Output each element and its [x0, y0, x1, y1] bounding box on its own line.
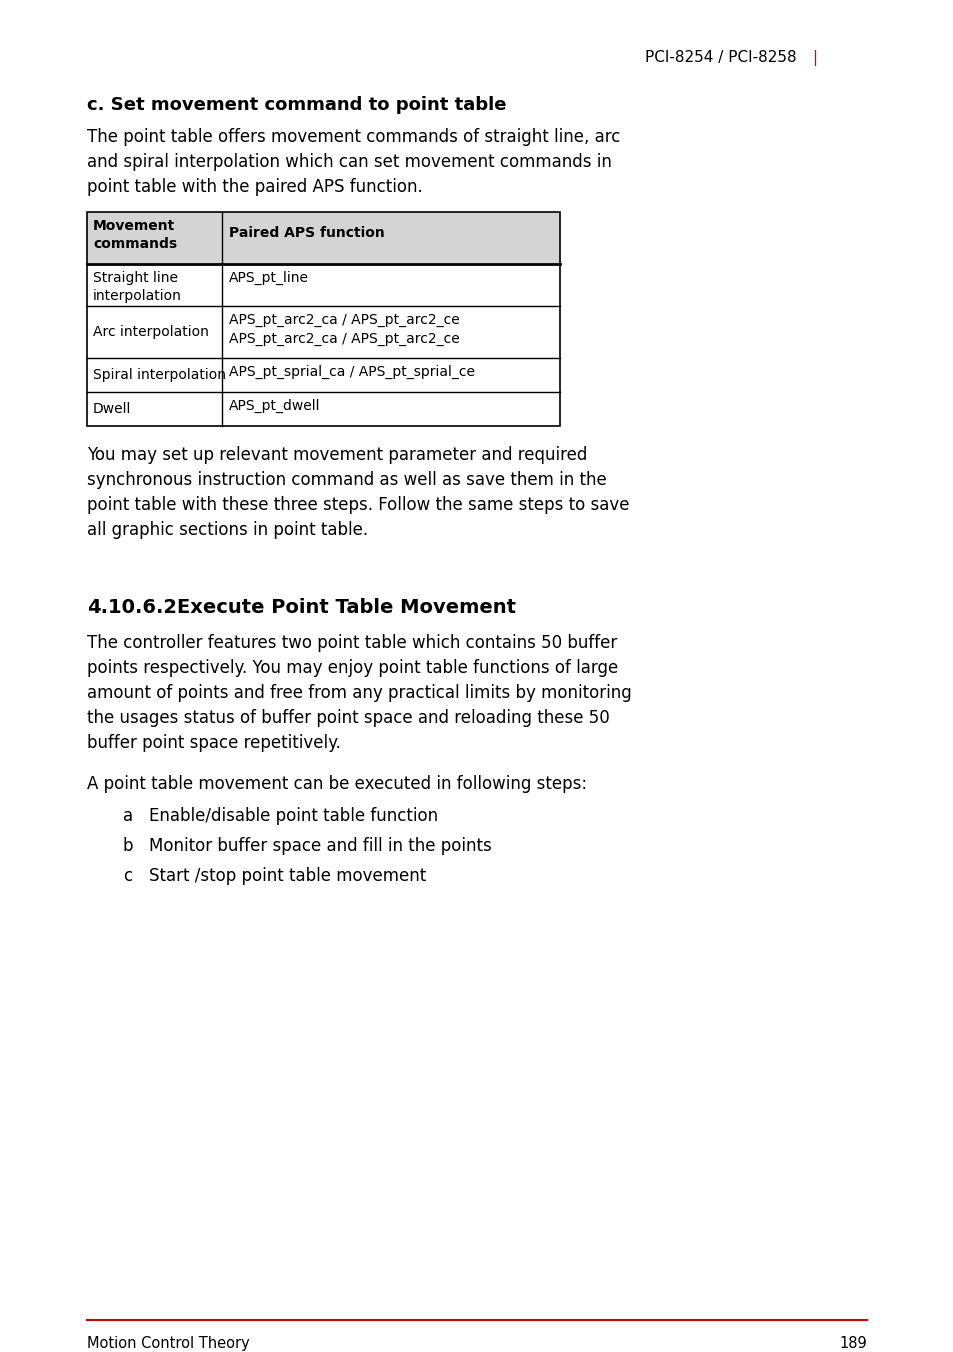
Text: Motion Control Theory: Motion Control Theory [87, 1336, 250, 1351]
Text: APS_pt_dwell: APS_pt_dwell [229, 399, 320, 414]
Bar [87, 264, 559, 306]
Text: Arc interpolation: Arc interpolation [92, 324, 209, 339]
Text: 4.10.6.2: 4.10.6.2 [87, 598, 177, 617]
Text: c. Set movement command to point table: c. Set movement command to point table [87, 96, 506, 114]
Text: synchronous instruction command as well as save them in the: synchronous instruction command as well … [87, 470, 606, 489]
Text: point table with these three steps. Follow the same steps to save: point table with these three steps. Foll… [87, 496, 629, 514]
Text: Start /stop point table movement: Start /stop point table movement [149, 867, 426, 886]
Text: the usages status of buffer point space and reloading these 50: the usages status of buffer point space … [87, 708, 609, 727]
Text: APS_pt_arc2_ca / APS_pt_arc2_ce
APS_pt_arc2_ca / APS_pt_arc2_ce: APS_pt_arc2_ca / APS_pt_arc2_ce APS_pt_a… [229, 314, 459, 346]
Bar [87, 306, 559, 358]
Text: The point table offers movement commands of straight line, arc: The point table offers movement commands… [87, 128, 619, 146]
Text: c: c [123, 867, 132, 886]
Text: Dwell: Dwell [92, 402, 132, 416]
Bar [87, 358, 559, 392]
Text: 189: 189 [839, 1336, 866, 1351]
Text: and spiral interpolation which can set movement commands in: and spiral interpolation which can set m… [87, 153, 611, 170]
Bar [87, 212, 559, 426]
Text: PCI-8254 / PCI-8258: PCI-8254 / PCI-8258 [644, 50, 796, 65]
Text: Spiral interpolation: Spiral interpolation [92, 368, 226, 383]
Text: point table with the paired APS function.: point table with the paired APS function… [87, 178, 422, 196]
Text: Movement
commands: Movement commands [92, 219, 177, 251]
Text: b: b [123, 837, 133, 854]
Text: Enable/disable point table function: Enable/disable point table function [149, 807, 437, 825]
Bar [87, 392, 559, 426]
Text: You may set up relevant movement parameter and required: You may set up relevant movement paramet… [87, 446, 587, 464]
Text: The controller features two point table which contains 50 buffer: The controller features two point table … [87, 634, 617, 652]
Text: all graphic sections in point table.: all graphic sections in point table. [87, 521, 368, 539]
Text: buffer point space repetitively.: buffer point space repetitively. [87, 734, 340, 752]
Text: A point table movement can be executed in following steps:: A point table movement can be executed i… [87, 775, 586, 794]
Text: Straight line
interpolation: Straight line interpolation [92, 270, 182, 303]
Text: |: | [811, 50, 817, 66]
Text: a: a [123, 807, 133, 825]
Bar [87, 212, 559, 264]
Text: Monitor buffer space and fill in the points: Monitor buffer space and fill in the poi… [149, 837, 491, 854]
Text: points respectively. You may enjoy point table functions of large: points respectively. You may enjoy point… [87, 658, 618, 677]
Text: amount of points and free from any practical limits by monitoring: amount of points and free from any pract… [87, 684, 631, 702]
Text: APS_pt_line: APS_pt_line [229, 270, 309, 285]
Text: Paired APS function: Paired APS function [229, 226, 384, 241]
Text: APS_pt_sprial_ca / APS_pt_sprial_ce: APS_pt_sprial_ca / APS_pt_sprial_ce [229, 365, 475, 379]
Text: Execute Point Table Movement: Execute Point Table Movement [177, 598, 516, 617]
